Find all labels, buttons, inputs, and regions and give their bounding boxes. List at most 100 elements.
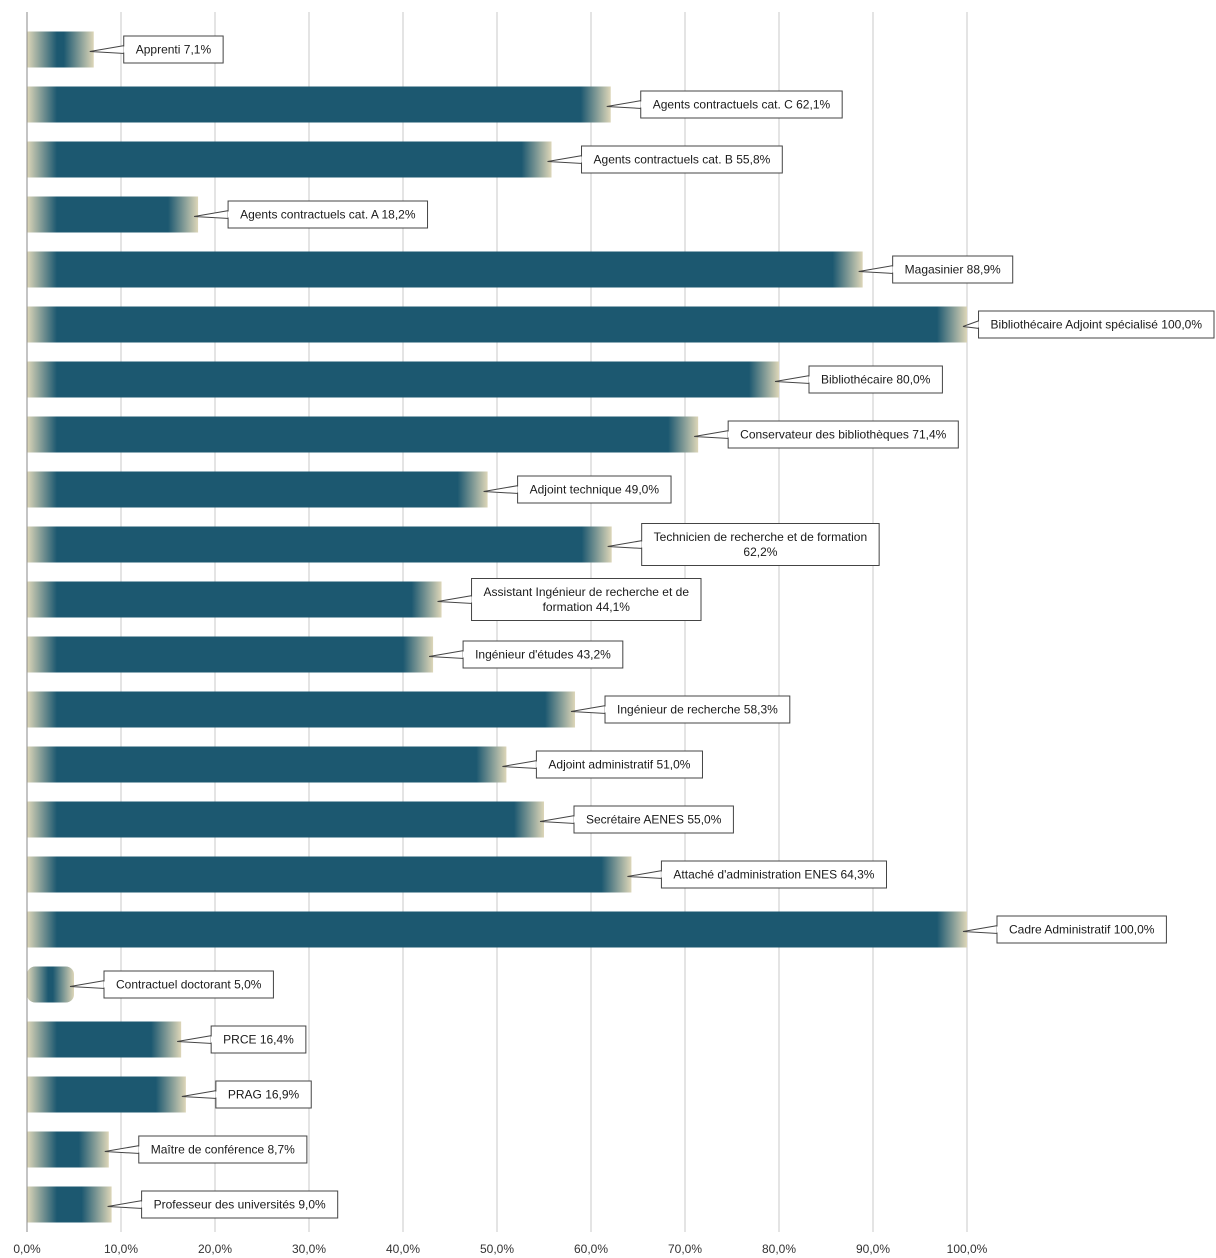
callout-box: [727, 420, 959, 449]
data-label: formation 44,1%: [543, 600, 631, 614]
x-tick-label: 40,0%: [386, 1242, 420, 1256]
x-tick-label: 100,0%: [947, 1242, 988, 1256]
x-tick-label: 20,0%: [198, 1242, 232, 1256]
bar: [27, 526, 612, 563]
callout-pointer: [437, 594, 474, 605]
data-label-callout: Professeur des universités 9,0%: [107, 1190, 339, 1219]
data-label-callout: Bibliothécaire 80,0%: [774, 365, 943, 394]
bar: [27, 966, 74, 1003]
x-tick-label: 50,0%: [480, 1242, 514, 1256]
bar: [27, 581, 442, 618]
callout-box: [462, 640, 624, 669]
callout-pointer: [107, 1199, 144, 1210]
x-axis: 0,0% 10,0% 20,0% 30,0% 40,0% 50,0% 60,0% 70,0% 8…: [13, 12, 988, 1256]
bar: [27, 746, 507, 783]
data-label-callout: Magasinier 88,9%: [858, 255, 1014, 284]
data-label: Magasinier 88,9%: [905, 263, 1001, 277]
data-label-callout: Maître de conférence 8,7%: [104, 1135, 308, 1164]
bar: [27, 911, 967, 948]
callout-pointer: [177, 1034, 213, 1045]
data-label: Assistant Ingénieur de recherche et de: [484, 585, 690, 599]
callout-pointer: [539, 814, 576, 825]
bar: [27, 691, 576, 728]
callout-box: [215, 1080, 312, 1109]
data-label: Contractuel doctorant 5,0%: [116, 978, 262, 992]
callout-pointer: [858, 264, 895, 275]
callout-box: [141, 1190, 339, 1219]
data-label: Professeur des universités 9,0%: [154, 1198, 326, 1212]
bar: [27, 141, 552, 178]
callout-pointer: [428, 649, 465, 660]
callout-box: [996, 915, 1167, 944]
callout-pointer: [694, 429, 730, 440]
bar: [27, 86, 611, 123]
data-label: Adjoint administratif 51,0%: [548, 758, 690, 772]
callout-box: [471, 578, 702, 621]
callout-box: [573, 805, 734, 834]
bar: [27, 636, 434, 673]
data-label-callout: Apprenti 7,1%: [89, 35, 224, 64]
bar: [27, 1021, 182, 1058]
callout-pointer: [181, 1089, 218, 1100]
callout-pointer: [502, 759, 538, 770]
data-label-callout: Agents contractuels cat. C 62,1%: [606, 90, 843, 119]
bar: [27, 416, 699, 453]
x-tick-label: 70,0%: [668, 1242, 702, 1256]
data-label: Bibliothécaire Adjoint spécialisé 100,0%: [991, 318, 1203, 332]
data-label: Adjoint technique 49,0%: [530, 483, 660, 497]
callout-pointer: [962, 924, 999, 935]
callout-pointer: [606, 99, 643, 110]
callout-box: [535, 750, 703, 779]
data-label: Ingénieur d'études 43,2%: [475, 648, 611, 662]
callout-pointer: [607, 539, 644, 550]
x-tick-label: 80,0%: [762, 1242, 796, 1256]
callout-box: [123, 35, 224, 64]
data-label-callout: Conservateur des bibliothèques 71,4%: [694, 420, 959, 449]
callout-pointer: [104, 1144, 141, 1155]
callout-box: [210, 1025, 307, 1054]
data-label: Maître de conférence 8,7%: [151, 1143, 295, 1157]
callout-pointer: [89, 44, 126, 55]
bar: [27, 856, 632, 893]
x-tick-label: 90,0%: [856, 1242, 890, 1256]
data-label-callout: PRAG 16,9%: [181, 1080, 312, 1109]
data-label: PRAG 16,9%: [228, 1088, 300, 1102]
callout-pointer: [193, 209, 230, 220]
bars: [27, 31, 967, 1223]
bar: [27, 471, 488, 508]
data-label: Cadre Administratif 100,0%: [1009, 923, 1155, 937]
callout-box: [138, 1135, 308, 1164]
data-label: Bibliothécaire 80,0%: [821, 373, 931, 387]
data-label-callout: Technicien de recherche et de formation6…: [607, 523, 880, 566]
bar: [27, 31, 94, 68]
data-label: PRCE 16,4%: [223, 1033, 294, 1047]
bar: [27, 801, 544, 838]
data-label: Attaché d'administration ENES 64,3%: [673, 868, 874, 882]
callout-box: [517, 475, 672, 504]
data-label-callout: Cadre Administratif 100,0%: [962, 915, 1167, 944]
data-label-callout: Assistant Ingénieur de recherche et defo…: [437, 578, 702, 621]
bar: [27, 1131, 109, 1168]
data-label-callout: Ingénieur d'études 43,2%: [428, 640, 624, 669]
x-tick-label: 60,0%: [574, 1242, 608, 1256]
data-label-callout: Ingénieur de recherche 58,3%: [570, 695, 791, 724]
data-label-callout: Secrétaire AENES 55,0%: [539, 805, 734, 834]
callout-box: [808, 365, 943, 394]
callout-box: [604, 695, 791, 724]
data-label: Agents contractuels cat. B 55,8%: [594, 153, 771, 167]
data-label-callout: Attaché d'administration ENES 64,3%: [627, 860, 887, 889]
bar: [27, 196, 199, 233]
callout-pointer: [774, 374, 811, 385]
callout-pointer: [483, 484, 520, 495]
callout-box: [103, 970, 274, 999]
callout-box: [978, 310, 1215, 339]
bar: [27, 251, 863, 288]
data-label-callout: PRCE 16,4%: [177, 1025, 307, 1054]
data-label-callout: Agents contractuels cat. B 55,8%: [547, 145, 783, 174]
data-label-callout: Adjoint technique 49,0%: [483, 475, 672, 504]
callout-pointer: [547, 154, 584, 165]
bar: [27, 1076, 186, 1113]
x-tick-label: 0,0%: [13, 1242, 41, 1256]
data-label-callout: Contractuel doctorant 5,0%: [69, 970, 274, 999]
